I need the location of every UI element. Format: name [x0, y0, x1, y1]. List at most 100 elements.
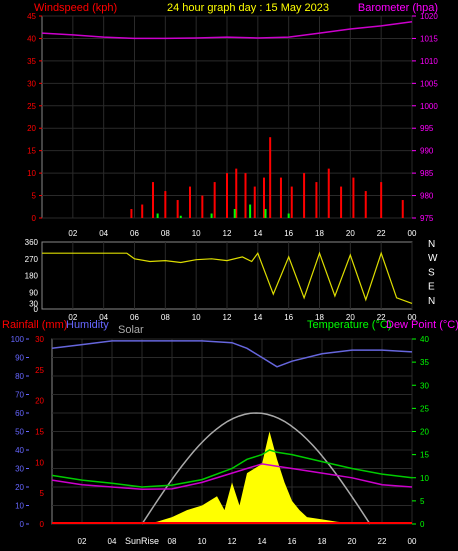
panel3-temperature-ticks: 0 5 10 15 20 25 30 35 40: [412, 335, 429, 529]
windspeed-gust-bar: [340, 186, 343, 218]
left-tick-label: 35: [27, 57, 36, 66]
x-tick-label: 12: [223, 229, 232, 238]
windspeed-gust-bar: [244, 173, 247, 218]
panel3-rainfall-label: Rainfall (mm): [2, 319, 67, 331]
x-tick-label: 10: [192, 229, 201, 238]
left-tick-label: 40: [27, 34, 36, 43]
windspeed-gust-bar: [141, 204, 144, 218]
panel3-temperature-label: Temperature (°C): [307, 319, 391, 331]
panel2-series: [42, 251, 413, 304]
panel3-sunrise-label: SunRise: [125, 536, 159, 546]
x-tick-label: 22: [377, 313, 386, 322]
x-tick-label: 08: [161, 229, 170, 238]
panel3-humidity-label: Humidity: [66, 319, 109, 331]
right-tick-label: 1020: [420, 12, 438, 21]
panel2-x-ticks: 02 04 06 08 10 12 14 16 18 20 22 00: [68, 313, 417, 322]
windspeed-gust-bar: [189, 186, 191, 218]
x-tick-label: 04: [99, 313, 108, 322]
x-tick-label: 16: [284, 229, 293, 238]
windspeed-average-bar: [264, 209, 267, 218]
windspeed-gust-bar: [269, 137, 272, 218]
windspeed-gust-bar: [315, 182, 318, 218]
windspeed-gust-bar: [253, 186, 256, 218]
panel3-x-ticks: 02 04 08 10 12 14 16 18 20 22 00: [78, 537, 417, 546]
windspeed-gust-bar: [263, 177, 265, 218]
right-tick-label: 1015: [420, 34, 438, 43]
temperature-tick-label: 40: [420, 335, 429, 344]
right-tick-label: 985: [420, 169, 434, 178]
temperature-tick-label: 0: [420, 520, 425, 529]
right-tick-label: 995: [420, 124, 434, 133]
humidity-tick-label: 90: [15, 354, 24, 363]
panel3-series: [51, 340, 413, 525]
windspeed-gust-bar: [364, 191, 367, 218]
humidity-tick-label: 40: [15, 446, 24, 455]
windspeed-gust-bar: [201, 195, 204, 218]
humidity-tick-label: 100: [11, 335, 25, 344]
left-tick-label: 270: [25, 255, 39, 264]
right-tick-label: 990: [420, 147, 434, 156]
solar-theoretical-curve: [141, 412, 371, 525]
rainfall-tick-label: 20: [35, 397, 44, 406]
left-tick-label: 360: [25, 238, 39, 247]
compass-label: E: [428, 282, 435, 293]
right-tick-label: 975: [420, 214, 434, 223]
windspeed-gust-bar: [303, 173, 306, 218]
windspeed-average-bar: [179, 215, 182, 218]
x-tick-label: 18: [318, 537, 327, 546]
panel1-right-axis-label: Barometer (hpa): [358, 2, 438, 14]
x-tick-label: 12: [223, 313, 232, 322]
humidity-tick-label: 60: [15, 409, 24, 418]
left-tick-label: 30: [27, 79, 36, 88]
x-tick-label: 04: [108, 537, 117, 546]
x-tick-label: 10: [192, 313, 201, 322]
rainfall-tick-label: 10: [35, 458, 44, 467]
x-tick-label: 08: [168, 537, 177, 546]
windspeed-gust-bar: [213, 182, 216, 218]
x-tick-label: 14: [253, 313, 262, 322]
humidity-tick-label: 80: [15, 372, 24, 381]
humidity-tick-label: 10: [15, 502, 24, 511]
panel2-left-ticks: 030 90 180 270 360: [25, 238, 39, 314]
x-tick-label: 02: [78, 537, 87, 546]
x-tick-label: 10: [198, 537, 207, 546]
temperature-tick-label: 20: [420, 428, 429, 437]
x-tick-label: 16: [284, 313, 293, 322]
panel1-title: 24 hour graph day : 15 May 2023: [167, 2, 329, 14]
temperature-tick-label: 15: [420, 451, 429, 460]
windspeed-gust-bar: [290, 186, 293, 218]
panel1-x-ticks: 02 04 06 08 10 12 14 16 18 20 22 00: [68, 229, 417, 238]
x-tick-label: 00: [408, 313, 417, 322]
windspeed-gust-bar: [130, 209, 133, 218]
compass-label: W: [428, 253, 438, 264]
left-tick-label: 0: [34, 305, 39, 314]
temperature-tick-label: 25: [420, 404, 429, 413]
left-tick-label: 45: [27, 12, 36, 21]
windspeed-average-bar: [249, 204, 252, 218]
compass-label: N: [428, 239, 435, 250]
windspeed-average-bar: [210, 213, 213, 218]
x-tick-label: 04: [99, 229, 108, 238]
temperature-tick-label: 35: [420, 358, 429, 367]
windspeed-gust-bar: [226, 173, 228, 218]
x-tick-label: 18: [315, 229, 324, 238]
x-tick-label: 14: [258, 537, 267, 546]
panel1-right-ticks: 975 980 985 990 995 1000 1005 1010 1015 1020: [412, 12, 438, 223]
humidity-tick-label: 30: [15, 465, 24, 474]
temperature-line: [51, 449, 413, 488]
right-tick-label: 980: [420, 192, 434, 201]
x-tick-label: 20: [348, 537, 357, 546]
left-tick-label: 15: [27, 147, 36, 156]
windspeed-gust-bar: [401, 200, 404, 218]
windspeed-gust-bar: [235, 168, 238, 218]
panel3-solar-label: Solar: [118, 324, 144, 336]
x-tick-label: 20: [346, 313, 355, 322]
panel1-series: [41, 21, 413, 218]
x-tick-label: 02: [68, 229, 77, 238]
rainfall-tick-label: 15: [35, 428, 44, 437]
temperature-tick-label: 30: [420, 381, 429, 390]
windspeed-gust-bar: [176, 200, 179, 218]
left-tick-label: 10: [27, 169, 36, 178]
windspeed-gust-bar: [380, 182, 383, 218]
x-tick-label: 08: [161, 313, 170, 322]
